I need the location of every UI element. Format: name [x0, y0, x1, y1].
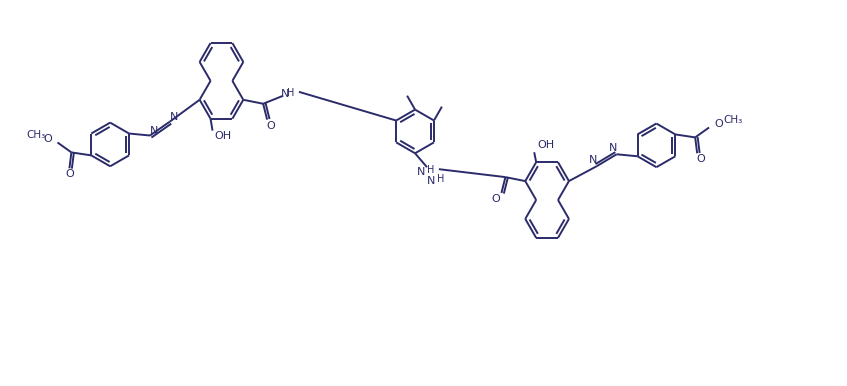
Text: CH₃: CH₃ — [723, 115, 743, 125]
Text: N: N — [589, 155, 597, 165]
Text: N: N — [281, 89, 289, 99]
Text: O: O — [697, 154, 706, 164]
Text: OH: OH — [538, 140, 555, 150]
Text: O: O — [491, 194, 500, 204]
Text: N: N — [417, 167, 425, 177]
Text: H: H — [437, 174, 445, 184]
Text: H: H — [427, 165, 435, 175]
Text: OH: OH — [214, 130, 231, 141]
Text: O: O — [43, 134, 52, 144]
Text: CH₃: CH₃ — [26, 130, 45, 139]
Text: O: O — [715, 119, 723, 129]
Text: N: N — [427, 176, 435, 186]
Text: N: N — [150, 125, 158, 135]
Text: N: N — [608, 143, 617, 153]
Text: O: O — [65, 169, 74, 179]
Text: H: H — [287, 88, 295, 98]
Text: O: O — [267, 120, 275, 130]
Text: N: N — [169, 112, 178, 122]
